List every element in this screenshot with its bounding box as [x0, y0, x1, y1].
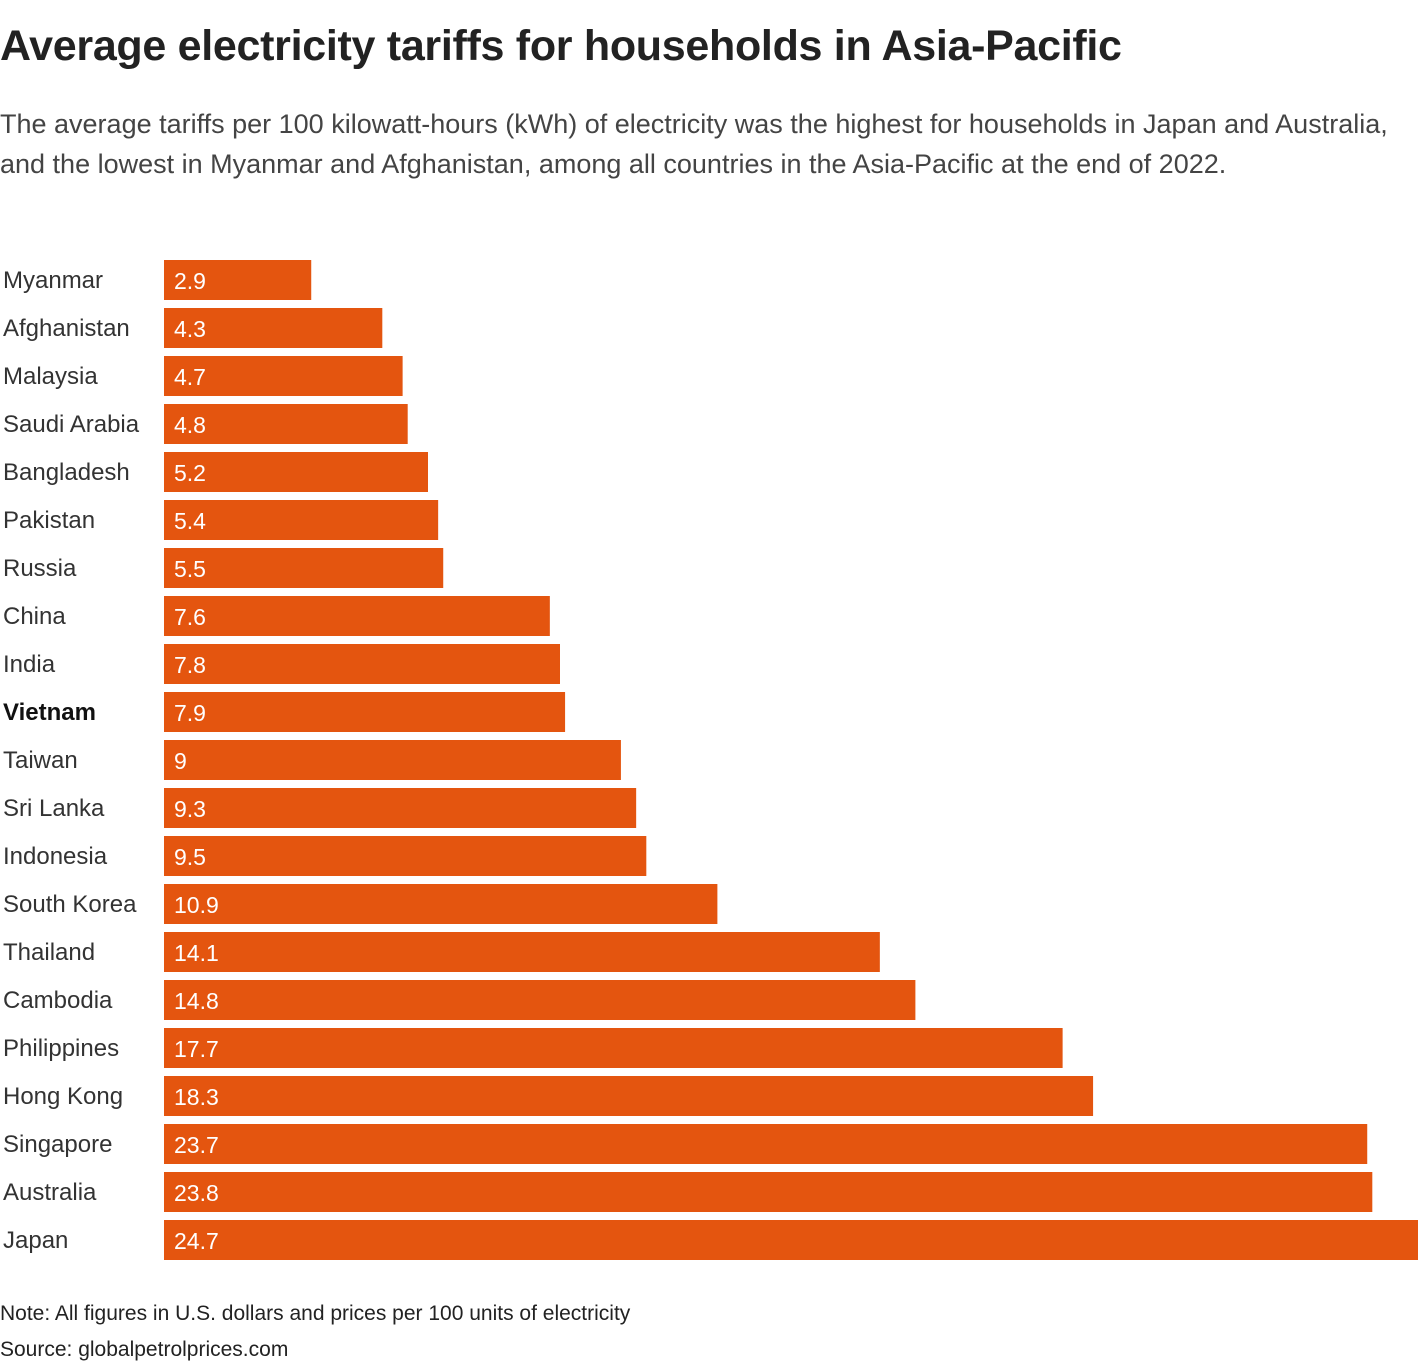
- bar: [164, 1220, 1418, 1260]
- category-label: Philippines: [3, 1035, 119, 1062]
- value-label: 9.3: [174, 796, 206, 822]
- value-label: 10.9: [174, 892, 219, 918]
- value-label: 4.8: [174, 412, 206, 438]
- value-label: 7.8: [174, 652, 206, 678]
- value-label: 7.9: [174, 700, 206, 726]
- category-label: Singapore: [3, 1131, 112, 1158]
- category-label: Thailand: [3, 939, 95, 966]
- bar: [164, 260, 312, 300]
- value-label: 4.7: [174, 364, 206, 390]
- chart-title: Average electricity tariffs for househol…: [0, 22, 1122, 70]
- bar: [164, 1124, 1368, 1164]
- category-label: Pakistan: [3, 507, 95, 534]
- value-label: 23.7: [174, 1132, 219, 1158]
- value-label: 5.2: [174, 460, 206, 486]
- bar: [164, 596, 550, 636]
- value-label: 14.1: [174, 940, 219, 966]
- value-label: 7.6: [174, 604, 206, 630]
- category-label: South Korea: [3, 891, 137, 918]
- category-label: Japan: [3, 1227, 68, 1254]
- value-label: 14.8: [174, 988, 219, 1014]
- value-label: 5.5: [174, 556, 206, 582]
- value-label: 5.4: [174, 508, 206, 534]
- bar: [164, 356, 403, 396]
- value-label: 17.7: [174, 1036, 219, 1062]
- category-label: Cambodia: [3, 987, 113, 1014]
- category-label: Russia: [3, 555, 77, 582]
- bar: [164, 836, 647, 876]
- bar: [164, 884, 718, 924]
- bar: [164, 308, 383, 348]
- chart-subtitle: The average tariffs per 100 kilowatt-hou…: [0, 109, 1388, 179]
- bar: [164, 500, 439, 540]
- value-label: 4.3: [174, 316, 206, 342]
- bar: [164, 932, 880, 972]
- chart-source: Source: globalpetrolprices.com: [0, 1338, 289, 1361]
- category-label: Hong Kong: [3, 1083, 123, 1110]
- category-label: Afghanistan: [3, 315, 130, 342]
- value-label: 23.8: [174, 1180, 219, 1206]
- category-label: Bangladesh: [3, 459, 130, 486]
- bar: [164, 548, 444, 588]
- value-label: 9: [174, 748, 187, 774]
- bar: [164, 1028, 1063, 1068]
- bar: [164, 404, 408, 444]
- category-label: Sri Lanka: [3, 795, 105, 822]
- bar: [164, 980, 916, 1020]
- category-label: India: [3, 651, 56, 678]
- bar: [164, 452, 428, 492]
- value-label: 9.5: [174, 844, 206, 870]
- category-label: Vietnam: [3, 699, 96, 726]
- chart-note: Note: All figures in U.S. dollars and pr…: [0, 1302, 631, 1325]
- category-label: Taiwan: [3, 747, 78, 774]
- category-label: Saudi Arabia: [3, 411, 140, 438]
- bar: [164, 1172, 1373, 1212]
- bar: [164, 644, 560, 684]
- bar: [164, 1076, 1094, 1116]
- category-label: Myanmar: [3, 267, 103, 294]
- bar: [164, 692, 566, 732]
- bar-chart: Myanmar 2.9 Afghanistan 4.3 Malaysia 4.7 Saudi…: [3, 260, 1418, 1260]
- bar: [164, 788, 637, 828]
- value-label: 24.7: [174, 1228, 219, 1254]
- category-label: Malaysia: [3, 363, 98, 390]
- category-label: Indonesia: [3, 843, 108, 870]
- bar: [164, 740, 621, 780]
- category-label: Australia: [3, 1179, 97, 1206]
- category-label: China: [3, 603, 66, 630]
- value-label: 2.9: [174, 268, 206, 294]
- value-label: 18.3: [174, 1084, 219, 1110]
